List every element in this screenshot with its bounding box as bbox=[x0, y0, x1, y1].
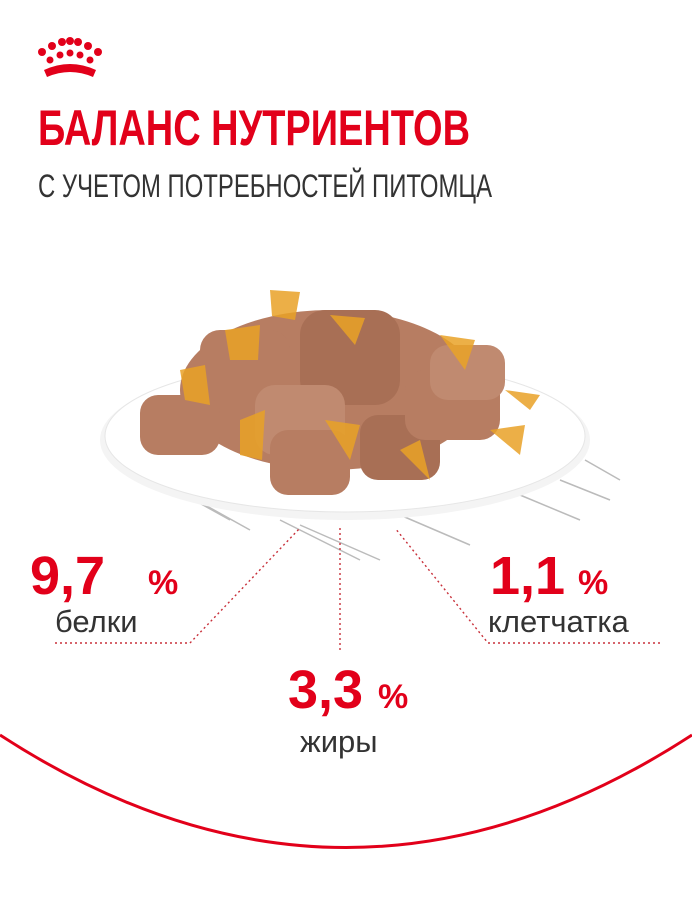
stat-label: клетчатка bbox=[488, 604, 630, 639]
title: БАЛАНС НУТРИЕНТОВ bbox=[38, 100, 470, 156]
stat: 1,1 % клетчатка bbox=[488, 546, 630, 639]
stat-unit: % bbox=[578, 564, 608, 602]
leader-lines bbox=[55, 527, 660, 650]
stat-value: 9,7 bbox=[30, 546, 105, 606]
stat-label: белки bbox=[55, 604, 138, 639]
stat-unit: % bbox=[148, 564, 178, 602]
plate-image bbox=[100, 290, 621, 561]
crown-logo bbox=[38, 37, 102, 77]
stat-label: жиры bbox=[300, 724, 378, 759]
stat: 9,7 % белки bbox=[30, 546, 178, 639]
decor-arc bbox=[0, 733, 692, 849]
subtitle: С УЧЕТОМ ПОТРЕБНОСТЕЙ ПИТОМЦА bbox=[38, 168, 492, 204]
stat: 3,3 % жиры bbox=[288, 660, 408, 759]
stat-value: 3,3 bbox=[288, 660, 363, 720]
stat-unit: % bbox=[378, 678, 408, 716]
stat-value: 1,1 bbox=[490, 546, 565, 606]
